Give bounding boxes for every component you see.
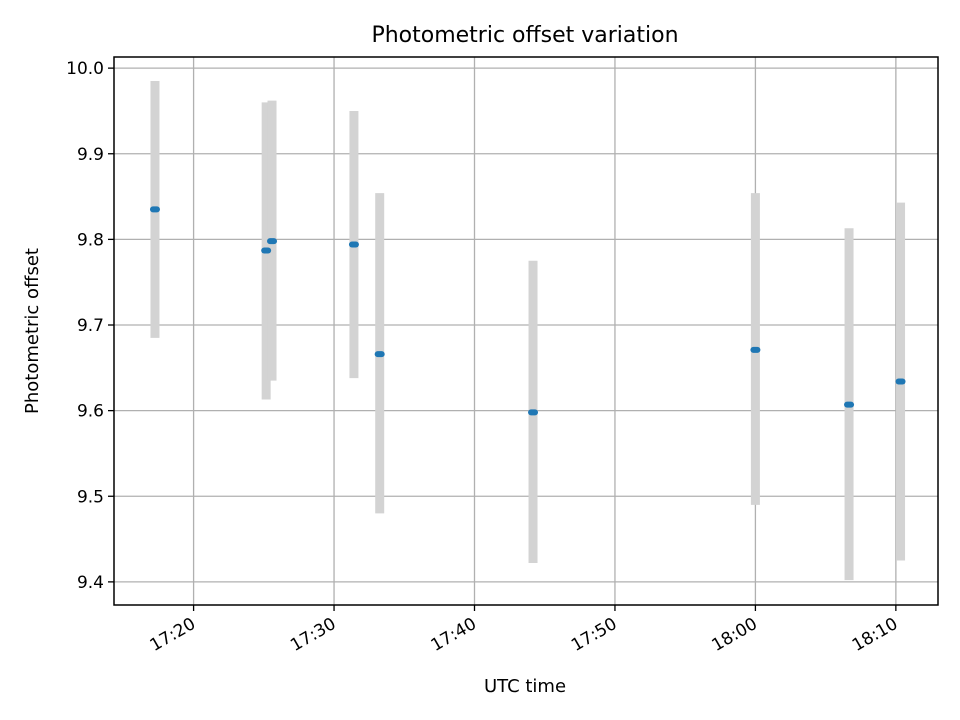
data-point-4 (348, 241, 359, 248)
y-tick-label: 9.8 (77, 230, 104, 250)
data-point-2 (261, 247, 272, 254)
data-point-8 (844, 401, 855, 408)
data-point-9 (895, 378, 906, 385)
y-tick-label: 9.4 (77, 573, 104, 593)
data-point-1 (149, 206, 160, 213)
y-tick-label: 9.7 (77, 316, 104, 336)
y-tick-label: 9.9 (77, 145, 104, 165)
y-tick-label: 10.0 (66, 59, 104, 79)
y-tick-label: 9.5 (77, 487, 104, 507)
data-point-5 (374, 351, 385, 358)
data-points (149, 206, 906, 416)
plot-frame (113, 56, 939, 606)
data-point-6 (528, 409, 539, 416)
data-point-3 (267, 238, 278, 245)
chart-title: Photometric offset variation (371, 23, 678, 48)
y-axis-label: Photometric offset (22, 248, 43, 414)
data-point-7 (750, 346, 761, 353)
x-axis-label: UTC time (484, 676, 566, 697)
y-tick-label: 9.6 (77, 402, 104, 422)
